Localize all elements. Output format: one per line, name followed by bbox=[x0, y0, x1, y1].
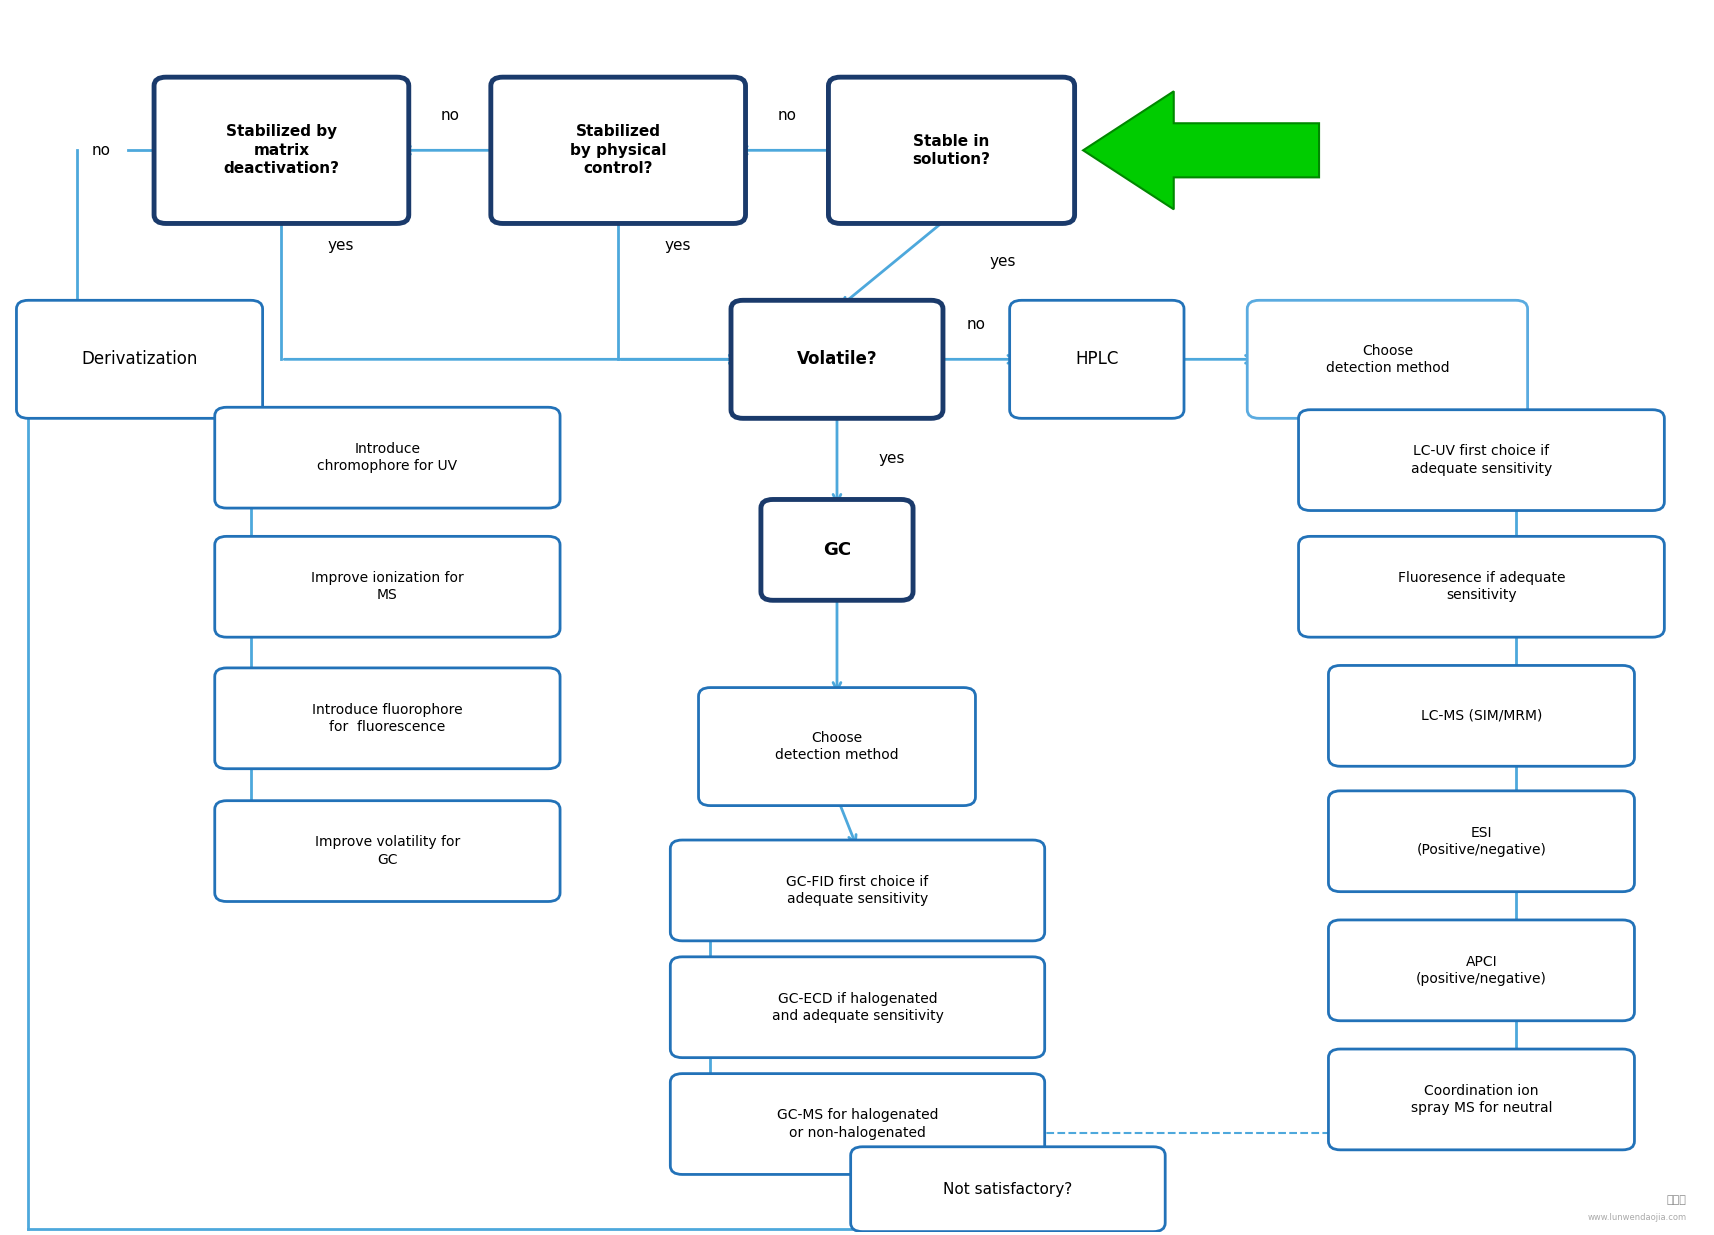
Text: yes: yes bbox=[878, 452, 905, 467]
Text: APCI
(positive/negative): APCI (positive/negative) bbox=[1416, 955, 1546, 986]
Text: Introduce
chromophore for UV: Introduce chromophore for UV bbox=[317, 442, 458, 473]
Text: yes: yes bbox=[665, 238, 691, 253]
Text: yes: yes bbox=[327, 238, 355, 253]
Text: Improve volatility for
GC: Improve volatility for GC bbox=[315, 835, 459, 867]
Text: www.lunwendaojia.com: www.lunwendaojia.com bbox=[1587, 1213, 1685, 1223]
FancyBboxPatch shape bbox=[1246, 300, 1527, 419]
FancyBboxPatch shape bbox=[214, 408, 560, 508]
Polygon shape bbox=[1083, 91, 1318, 209]
FancyBboxPatch shape bbox=[214, 668, 560, 768]
FancyBboxPatch shape bbox=[850, 1147, 1164, 1231]
FancyBboxPatch shape bbox=[730, 300, 943, 419]
Text: Derivatization: Derivatization bbox=[81, 351, 197, 368]
Text: GC: GC bbox=[823, 541, 850, 559]
Text: Not satisfactory?: Not satisfactory? bbox=[943, 1182, 1071, 1197]
FancyBboxPatch shape bbox=[1328, 790, 1633, 892]
FancyBboxPatch shape bbox=[670, 840, 1044, 941]
Text: Volatile?: Volatile? bbox=[797, 351, 878, 368]
Text: no: no bbox=[967, 317, 986, 332]
Text: GC-ECD if halogenated
and adequate sensitivity: GC-ECD if halogenated and adequate sensi… bbox=[771, 992, 943, 1023]
Text: LC-UV first choice if
adequate sensitivity: LC-UV first choice if adequate sensitivi… bbox=[1411, 445, 1551, 475]
FancyBboxPatch shape bbox=[214, 536, 560, 637]
Text: Choose
detection method: Choose detection method bbox=[775, 731, 898, 762]
FancyBboxPatch shape bbox=[761, 499, 912, 600]
Text: no: no bbox=[440, 109, 459, 124]
Text: ESI
(Positive/negative): ESI (Positive/negative) bbox=[1416, 826, 1546, 857]
Text: no: no bbox=[91, 143, 110, 158]
Text: Stabilized by
matrix
deactivation?: Stabilized by matrix deactivation? bbox=[223, 125, 339, 177]
FancyBboxPatch shape bbox=[490, 77, 746, 224]
FancyBboxPatch shape bbox=[670, 1073, 1044, 1174]
Text: yes: yes bbox=[989, 254, 1015, 269]
Text: Stable in
solution?: Stable in solution? bbox=[912, 133, 991, 167]
FancyBboxPatch shape bbox=[17, 300, 262, 419]
FancyBboxPatch shape bbox=[828, 77, 1075, 224]
FancyBboxPatch shape bbox=[1328, 666, 1633, 766]
FancyBboxPatch shape bbox=[1297, 410, 1663, 510]
Text: no: no bbox=[776, 109, 795, 124]
Text: Improve ionization for
MS: Improve ionization for MS bbox=[310, 571, 463, 603]
FancyBboxPatch shape bbox=[1297, 536, 1663, 637]
FancyBboxPatch shape bbox=[214, 800, 560, 902]
FancyBboxPatch shape bbox=[1010, 300, 1183, 419]
Text: Fluoresence if adequate
sensitivity: Fluoresence if adequate sensitivity bbox=[1397, 571, 1565, 603]
FancyBboxPatch shape bbox=[1328, 920, 1633, 1021]
Text: HPLC: HPLC bbox=[1075, 351, 1118, 368]
FancyBboxPatch shape bbox=[1328, 1049, 1633, 1150]
Text: GC-FID first choice if
adequate sensitivity: GC-FID first choice if adequate sensitiv… bbox=[787, 874, 927, 906]
FancyBboxPatch shape bbox=[154, 77, 408, 224]
Text: 学术堂: 学术堂 bbox=[1666, 1195, 1685, 1205]
Text: LC-MS (SIM/MRM): LC-MS (SIM/MRM) bbox=[1419, 709, 1541, 722]
Text: GC-MS for halogenated
or non-halogenated: GC-MS for halogenated or non-halogenated bbox=[776, 1108, 938, 1140]
Text: Introduce fluorophore
for  fluorescence: Introduce fluorophore for fluorescence bbox=[312, 703, 463, 734]
FancyBboxPatch shape bbox=[670, 957, 1044, 1057]
Text: Stabilized
by physical
control?: Stabilized by physical control? bbox=[569, 125, 667, 177]
Text: Coordination ion
spray MS for neutral: Coordination ion spray MS for neutral bbox=[1411, 1084, 1551, 1115]
Text: Choose
detection method: Choose detection method bbox=[1325, 343, 1448, 375]
FancyBboxPatch shape bbox=[698, 688, 975, 805]
